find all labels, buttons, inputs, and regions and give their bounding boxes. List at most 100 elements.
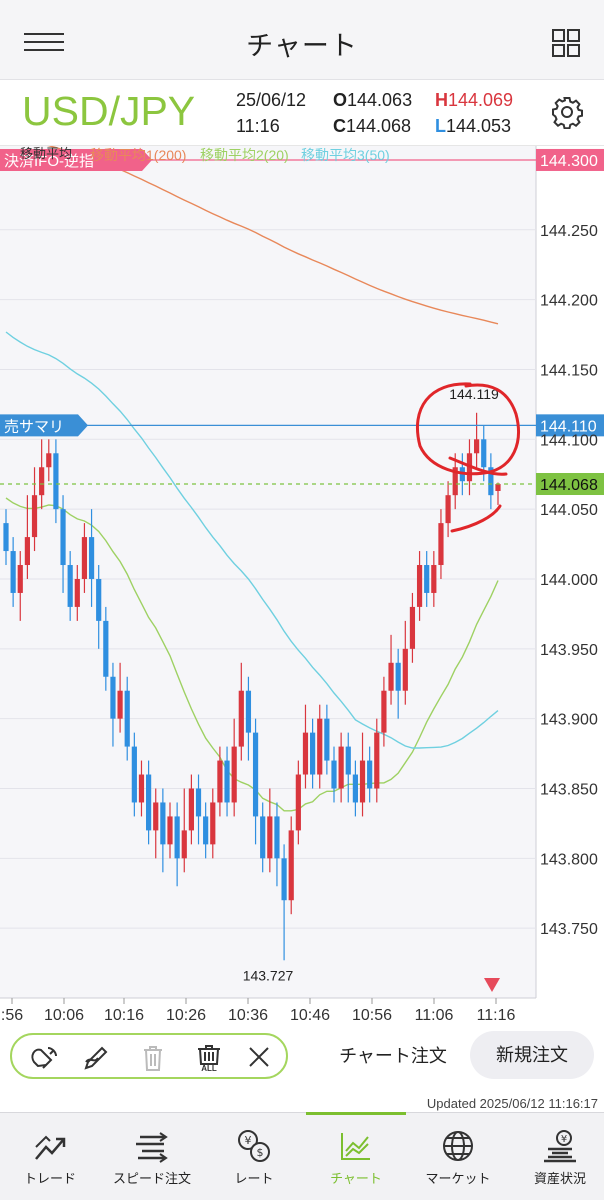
candle-body: [381, 690, 387, 733]
app-header: チャート: [0, 0, 604, 80]
order-line-label[interactable]: 決済IFO-逆指: [4, 153, 94, 170]
candle-body: [60, 509, 66, 566]
candle-body: [395, 662, 401, 691]
nav-label-assets: 資産状況: [533, 1171, 586, 1186]
candle-body: [224, 760, 230, 803]
gear-icon[interactable]: [550, 95, 584, 129]
candle-body: [124, 690, 130, 747]
candle-body: [103, 620, 109, 677]
trash-all-icon[interactable]: ALL: [194, 1044, 226, 1072]
nav-speed-order[interactable]: スピード注文: [102, 1113, 202, 1200]
candle-body: [81, 537, 88, 579]
candle-body: [317, 718, 323, 775]
x-tick-label: 10:16: [104, 1007, 144, 1024]
trash-icon[interactable]: [138, 1044, 168, 1072]
y-tick-label: 143.800: [540, 851, 598, 868]
chart-canvas[interactable]: 144.300 決済IFO-逆指 144.110 売サマリ 144.068 移動平均 移動…: [0, 146, 604, 1030]
candle-body: [488, 467, 494, 496]
candle-body: [245, 690, 252, 733]
price-axis: [536, 146, 604, 998]
chart-plot-area: [0, 146, 536, 998]
nav-label-trade: トレード: [23, 1171, 76, 1186]
candle-body: [267, 816, 273, 859]
y-tick-label: 144.000: [540, 572, 598, 589]
y-tick-label: 144.200: [540, 293, 598, 310]
trade-icon: [35, 1135, 66, 1160]
y-tick-label: 144.100: [540, 432, 598, 449]
x-tick-label: 10:06: [44, 1007, 84, 1024]
price-line-tag: [536, 473, 604, 496]
x-tick-label: 10:36: [228, 1007, 268, 1024]
candle-body: [88, 537, 95, 579]
high-annotation: 144.119: [449, 386, 499, 402]
candle-body: [17, 565, 23, 593]
hamburger-menu-icon[interactable]: [24, 30, 64, 54]
open-price: O144.063: [333, 90, 413, 110]
candle-body: [39, 467, 45, 496]
order-line-label[interactable]: 売サマリ: [4, 418, 64, 435]
quote-time: 11:16: [236, 116, 280, 136]
candle-body: [74, 578, 80, 607]
new-order-button[interactable]: 新規注文: [470, 1031, 594, 1079]
y-tick-label: 144.150: [540, 362, 598, 379]
candle-body: [3, 523, 9, 552]
y-tick-label: 143.900: [540, 712, 598, 729]
nav-label-market: マーケット: [425, 1171, 491, 1186]
time-axis: [0, 998, 604, 1030]
candle-body: [117, 690, 123, 719]
y-tick-label: 143.750: [540, 921, 598, 938]
nav-rate[interactable]: ¥ $ レート: [204, 1113, 304, 1200]
candle-body: [288, 830, 294, 901]
nav-market[interactable]: マーケット: [408, 1113, 508, 1200]
price-line-value: 144.110: [540, 418, 597, 435]
grid-layout-icon[interactable]: [552, 29, 580, 57]
magnet-tool-icon[interactable]: [30, 1044, 60, 1072]
bottom-navigation: トレード スピード注文 ¥ $ レート チャート マーケット: [0, 1112, 604, 1200]
candle-body: [167, 816, 173, 845]
candle-body: [195, 788, 202, 817]
candle-body: [260, 816, 266, 859]
quote-date: 25/06/12: [236, 90, 307, 110]
draw-pen-icon[interactable]: [82, 1044, 112, 1072]
candle-body: [46, 453, 52, 468]
candle-body: [181, 830, 187, 859]
candle-body: [481, 439, 487, 468]
candle-body: [388, 662, 394, 691]
hand-drawn-stroke: [448, 456, 508, 476]
close-icon[interactable]: [244, 1044, 274, 1072]
nav-label-chart: チャート: [330, 1171, 382, 1186]
market-globe-icon: [443, 1131, 473, 1161]
x-tick-label: 10:46: [290, 1007, 330, 1024]
price-line-value: 144.068: [540, 477, 598, 494]
nav-chart[interactable]: チャート: [306, 1113, 406, 1200]
candle-body: [188, 788, 194, 831]
nav-trade[interactable]: トレード: [0, 1113, 100, 1200]
svg-text:ALL: ALL: [201, 1064, 217, 1072]
high-price: H144.069: [435, 90, 514, 110]
candle-body: [24, 537, 30, 566]
svg-text:¥: ¥: [245, 1134, 252, 1147]
candle-body: [359, 760, 366, 803]
candle-body: [238, 690, 244, 747]
currency-pair[interactable]: USD/JPY: [22, 88, 196, 134]
page-title: チャート: [246, 31, 358, 61]
y-tick-label: 144.250: [540, 223, 598, 240]
order-line-tag[interactable]: [0, 414, 88, 437]
indicator-title: 移動平均: [20, 146, 72, 161]
order-line-tag[interactable]: [0, 148, 152, 171]
close-price: C144.068: [333, 116, 412, 136]
nav-assets[interactable]: ¥ 資産状況: [510, 1113, 604, 1200]
chart-icon: [341, 1133, 370, 1160]
candle-body: [495, 484, 501, 491]
candle-body: [452, 467, 458, 496]
candle-body: [438, 523, 444, 566]
candle-body: [138, 774, 145, 803]
ma-legend-item: 移動平均2(20): [200, 147, 289, 163]
moving-average-line: [5, 331, 499, 749]
chart-order-button[interactable]: チャート注文: [339, 1046, 447, 1066]
price-chart[interactable]: 144.300 決済IFO-逆指 144.110 売サマリ 144.068 移動平均 移動…: [0, 146, 604, 1030]
drawing-tools-pill: ALL: [10, 1033, 288, 1079]
candle-body: [10, 551, 16, 593]
nav-label-rate: レート: [234, 1171, 274, 1186]
candle-body: [445, 495, 451, 524]
